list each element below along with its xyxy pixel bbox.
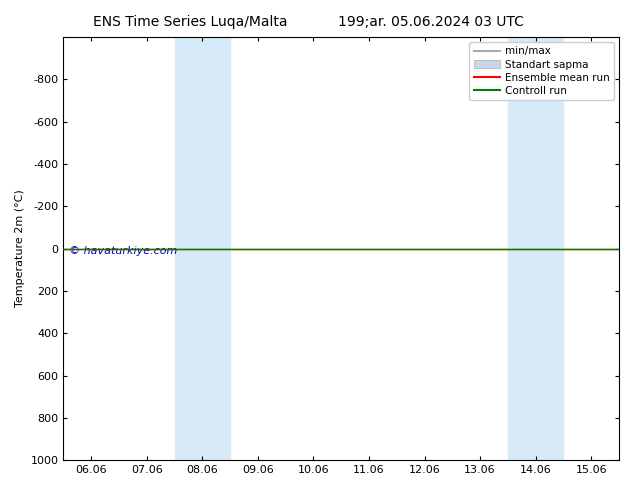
Legend: min/max, Standart sapma, Ensemble mean run, Controll run: min/max, Standart sapma, Ensemble mean r… (469, 42, 614, 100)
Y-axis label: Temperature 2m (°C): Temperature 2m (°C) (15, 190, 25, 307)
Text: ENS Time Series Luqa/Malta: ENS Time Series Luqa/Malta (93, 15, 287, 29)
Text: © havaturkiye.com: © havaturkiye.com (69, 246, 178, 256)
Text: 199;ar. 05.06.2024 03 UTC: 199;ar. 05.06.2024 03 UTC (338, 15, 524, 29)
Bar (508, 37, 564, 460)
Bar (174, 37, 230, 460)
